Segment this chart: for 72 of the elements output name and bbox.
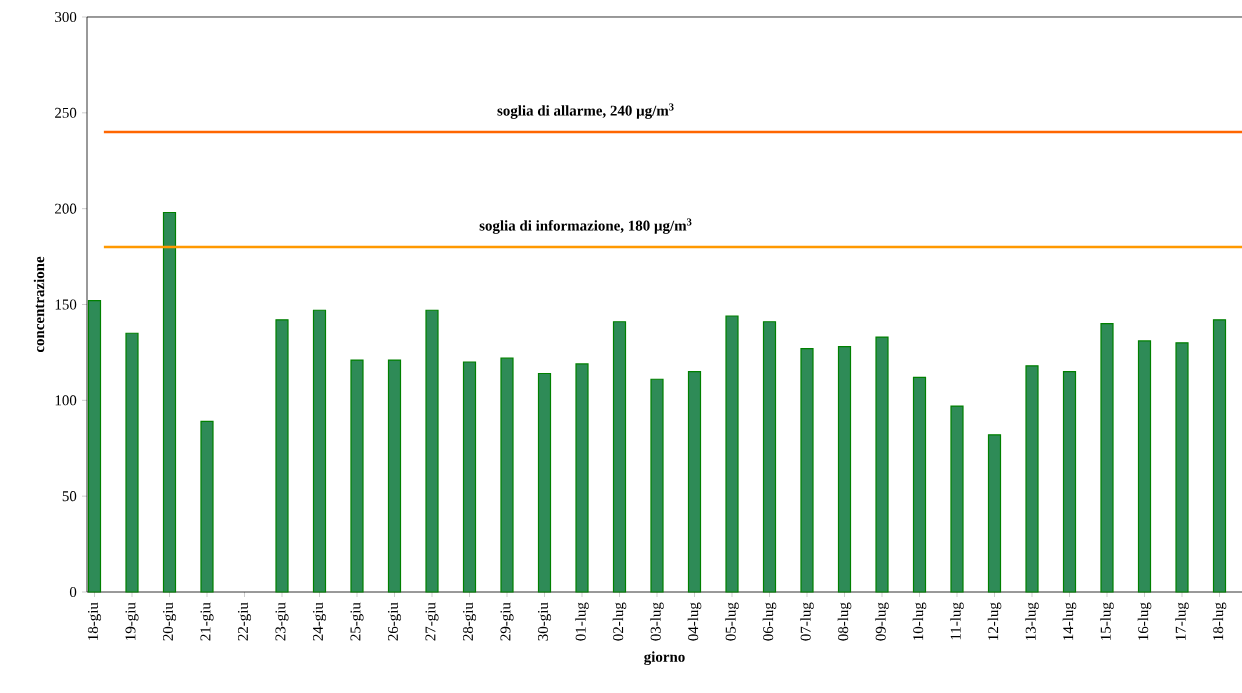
x-tick-label: 13-lug <box>1025 602 1039 640</box>
bar <box>425 309 439 593</box>
bar <box>1212 319 1227 593</box>
x-tick-label: 18-lug <box>1212 602 1227 640</box>
bar <box>875 336 889 593</box>
x-tick-label: 28-giu <box>462 602 477 641</box>
y-axis-title: concentrazione <box>33 256 45 353</box>
y-tick-label: 250 <box>55 107 77 118</box>
x-tick-label: 30-giu <box>537 602 552 641</box>
x-tick-label: 27-giu <box>425 602 439 641</box>
x-tick-label: 19-giu <box>125 602 139 640</box>
x-tick-label: 16-lug <box>1137 602 1152 640</box>
y-tick-label: 50 <box>62 491 77 502</box>
x-tick-label: 15-lug <box>1100 602 1114 640</box>
bar <box>1175 342 1189 593</box>
bar <box>200 420 214 593</box>
x-tick-label: 01-lug <box>575 602 589 641</box>
bar <box>912 376 927 593</box>
bar <box>87 300 102 593</box>
x-tick-label: 14-lug <box>1062 602 1077 640</box>
x-tick-label: 21-giu <box>200 602 214 641</box>
y-tick-label: 200 <box>55 203 77 214</box>
bar <box>650 378 664 593</box>
ref-line-label: soglia di informazione, 180 µg/m$^{3}$ <box>479 218 692 234</box>
bar <box>387 359 402 593</box>
x-tick-label: 26-giu <box>387 602 402 641</box>
x-tick-label: 07-lug <box>800 602 814 641</box>
x-tick-label: 09-lug <box>875 602 889 641</box>
x-tick-label: 17-lug <box>1175 602 1189 640</box>
x-tick-label: 20-giu <box>162 602 177 641</box>
ref-line-label: soglia di allarme, 240 µg/m$^{3}$ <box>497 103 674 119</box>
bar <box>1025 365 1039 593</box>
y-tick-label: 100 <box>55 395 77 406</box>
bar <box>725 315 739 593</box>
bar <box>275 319 289 593</box>
y-tick-label: 150 <box>55 299 77 310</box>
x-tick-label: 02-lug <box>612 602 627 641</box>
x-tick-label: 22-giu <box>237 602 252 641</box>
x-tick-label: 05-lug <box>725 602 739 641</box>
bar <box>537 372 552 593</box>
bar <box>1137 340 1152 593</box>
x-tick-label: 11-lug <box>950 602 964 640</box>
x-tick-label: 25-giu <box>350 602 364 641</box>
x-tick-label: 03-lug <box>650 602 664 641</box>
bar <box>125 332 139 593</box>
x-tick-label: 24-giu <box>312 602 327 641</box>
bar <box>462 361 477 593</box>
x-tick-label: 18-giu <box>87 602 102 640</box>
bar <box>762 321 777 593</box>
bar <box>312 309 327 593</box>
bar <box>350 359 364 593</box>
x-axis-title: giorno <box>644 651 685 666</box>
y-tick-label: 0 <box>69 586 77 598</box>
bar <box>575 363 589 593</box>
bar <box>687 370 702 593</box>
bar <box>612 321 627 593</box>
bar <box>500 357 514 593</box>
bar <box>162 211 177 593</box>
bar <box>987 434 1002 593</box>
y-tick-label: 300 <box>55 11 77 23</box>
bar <box>1062 370 1077 593</box>
x-tick-label: 23-giu <box>275 602 289 641</box>
x-tick-label: 12-lug <box>987 602 1002 640</box>
bar <box>950 405 964 593</box>
bar <box>1100 323 1114 593</box>
bar <box>800 347 814 593</box>
x-tick-label: 10-lug <box>912 602 927 640</box>
bar <box>837 346 852 593</box>
x-tick-label: 29-giu <box>500 602 514 641</box>
x-tick-label: 08-lug <box>837 602 852 641</box>
x-tick-label: 06-lug <box>762 602 777 641</box>
x-tick-label: 04-lug <box>687 602 702 641</box>
